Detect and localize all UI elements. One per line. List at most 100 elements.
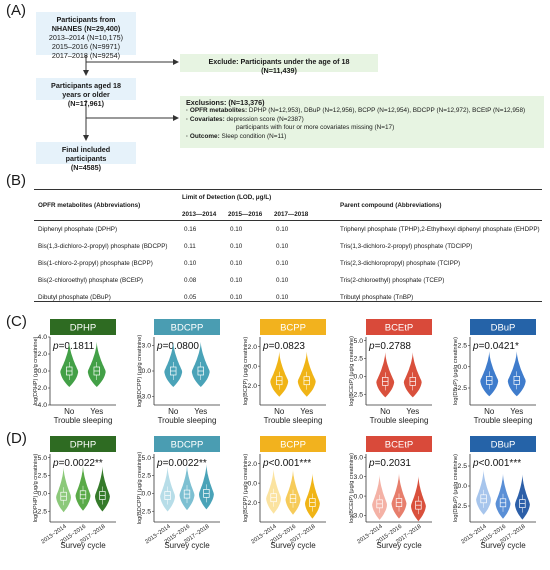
x-tick-label: Yes bbox=[406, 407, 419, 416]
table-cell-lod-2013: 0.16 bbox=[184, 226, 197, 233]
table-cell-lod-2015: 0.10 bbox=[230, 226, 243, 233]
flow-box-exclusions: Exclusions: (N=13,376) · OPFR metabolite… bbox=[180, 96, 544, 148]
table-cell-lod-2017: 0.10 bbox=[276, 294, 289, 301]
panel-d-label: (D) bbox=[6, 430, 27, 447]
table-cell-metabolite: Diphenyl phosphate (DPHP) bbox=[38, 226, 118, 233]
table-cell-lod-2015: 0.10 bbox=[230, 294, 243, 301]
y-axis-label: log(BCPP) (μg/g creatinine) bbox=[243, 454, 249, 523]
table-cell-lod-2013: 0.10 bbox=[184, 260, 197, 267]
y-tick-label: 0.0 bbox=[248, 363, 258, 370]
table-cell-lod-2017: 0.10 bbox=[276, 277, 289, 284]
table-cell-parent: Tris(2-chloroethyl) phosphate (TCEP) bbox=[340, 277, 445, 284]
p-value-dbup: p<0.001*** bbox=[472, 458, 521, 469]
adults-line1: Participants aged 18 years or older bbox=[51, 81, 121, 99]
x-axis-label: Trouble sleeping bbox=[264, 416, 323, 425]
y-tick-label: -3.0 bbox=[139, 394, 151, 401]
table-cell-metabolite: Bis(1-chloro-2-propyl) phosphate (BCPP) bbox=[38, 260, 153, 267]
adults-line2: (N=17,961) bbox=[67, 99, 105, 108]
p-value-bdcpp: p=0.0022** bbox=[156, 458, 207, 469]
table-bottom-rule bbox=[34, 301, 542, 303]
y-tick-label: -3.0 bbox=[351, 513, 363, 520]
y-tick-label: -2.0 bbox=[35, 385, 47, 392]
table-cell-parent: Tris(1,3-dichloro-2-propyl) phosphate (T… bbox=[340, 243, 473, 250]
x-tick-label: No bbox=[274, 407, 285, 416]
x-axis-label: Survey cycle bbox=[60, 541, 106, 550]
exclusions-opfr-text: DPHP (N=12,953), DBuP (N=12,956), BCPP (… bbox=[248, 107, 526, 115]
header-bar-bdcpp bbox=[154, 319, 220, 335]
table-cell-lod-2017: 0.10 bbox=[276, 243, 289, 250]
y-tick-label: 0.0 bbox=[354, 493, 364, 500]
flow-box-final: Final included participants (N=4585) bbox=[36, 142, 136, 172]
table-cell-lod-2015: 0.10 bbox=[230, 243, 243, 250]
table-cell-lod-2017: 0.10 bbox=[276, 260, 289, 267]
panel-b-label: (B) bbox=[6, 172, 26, 189]
table-cell-parent: Triphenyl phosphate (TPHP),2-Ethylhexyl … bbox=[340, 226, 540, 233]
y-tick-label: 6.0 bbox=[354, 454, 364, 461]
header-bar-dphp bbox=[50, 319, 116, 335]
header-bar-bcetp bbox=[366, 319, 432, 335]
x-tick-label: Yes bbox=[194, 407, 207, 416]
table-header-parent: Parent compound (Abbreviations) bbox=[340, 202, 442, 209]
y-tick-label: 0.0 bbox=[142, 491, 152, 498]
y-tick-label: 2.5 bbox=[458, 343, 468, 350]
header-label-bdcpp: BDCPP bbox=[171, 323, 204, 334]
p-value-dphp: p=0.0022** bbox=[52, 458, 103, 469]
y-tick-label: 0.0 bbox=[38, 368, 48, 375]
y-tick-label: -4.0 bbox=[35, 402, 47, 409]
header-label-bcpp: BCPP bbox=[280, 323, 306, 334]
panel-a-label: (A) bbox=[6, 2, 26, 19]
y-tick-label: 2.0 bbox=[38, 351, 48, 358]
p-value-dbup: p=0.0421* bbox=[472, 341, 519, 352]
flow-line: 2017–2018 (N=9254) bbox=[51, 51, 121, 60]
exclusions-cov-label: · Covariates: bbox=[186, 115, 225, 123]
y-tick-label: 2.5 bbox=[142, 473, 152, 480]
y-tick-label: 0.0 bbox=[38, 491, 48, 498]
table-cell-metabolite: Bis(2-chloroethyl) phosphate (BCEtP) bbox=[38, 277, 143, 284]
p-value-bcpp: p<0.001*** bbox=[262, 458, 311, 469]
exclusions-out-label: · Outcome: bbox=[186, 132, 220, 140]
header-label-bcetp: BCEtP bbox=[385, 323, 414, 334]
header-bar-bcpp bbox=[260, 319, 326, 335]
header-label-bcetp: BCEtP bbox=[385, 440, 414, 451]
x-axis-label: Trouble sleeping bbox=[54, 416, 113, 425]
header-bar-bcpp bbox=[260, 436, 326, 452]
y-tick-label: 5.0 bbox=[38, 455, 48, 462]
y-tick-label: 2.5 bbox=[458, 463, 468, 470]
table-cell-lod-2015: 0.10 bbox=[230, 260, 243, 267]
y-axis-label: log(BDCPP) (μg/g creatinine) bbox=[137, 452, 143, 525]
x-tick-label: Yes bbox=[510, 407, 523, 416]
table-cell-metabolite: Bis(1,3-dichloro-2-propyl) phosphate (BD… bbox=[38, 243, 168, 250]
y-tick-label: 3.0 bbox=[142, 343, 152, 350]
y-axis-label: log(BCEtP) (μg/g creatinine) bbox=[349, 453, 355, 523]
x-axis-label: Survey cycle bbox=[164, 541, 210, 550]
table-top-rule bbox=[34, 189, 542, 191]
p-value-bcetp: p=0.2788 bbox=[368, 341, 411, 352]
y-tick-label: 4.0 bbox=[38, 334, 48, 341]
x-axis-label: Trouble sleeping bbox=[370, 416, 429, 425]
p-value-bcpp: p=0.0823 bbox=[262, 341, 305, 352]
y-tick-label: -2.5 bbox=[139, 508, 151, 515]
p-value-dphp: p=0.1811 bbox=[52, 341, 95, 352]
table-header-rule bbox=[34, 220, 542, 221]
y-tick-label: 2.5 bbox=[354, 356, 364, 363]
x-tick-label: No bbox=[380, 407, 391, 416]
p-value-bdcpp: p=0.0800 bbox=[156, 341, 199, 352]
x-tick-label: No bbox=[168, 407, 179, 416]
flow-line: 2013–2014 (N=10,175) bbox=[48, 33, 124, 42]
exclude-age-line2: (N=11,439) bbox=[261, 66, 297, 75]
table-header-c1: 2013—2014 bbox=[182, 211, 217, 218]
y-tick-label: 0.0 bbox=[354, 374, 364, 381]
y-tick-label: 0.0 bbox=[248, 480, 258, 487]
x-axis-label: Survey cycle bbox=[270, 541, 316, 550]
flow-box-exclude-age: Exclude: Participants under the age of 1… bbox=[180, 54, 378, 75]
table-header-lod: Limit of Detection (LOD, μg/L) bbox=[182, 194, 272, 201]
y-tick-label: 0.0 bbox=[142, 368, 152, 375]
y-tick-label: 5.0 bbox=[354, 338, 364, 345]
table-header-metab: OPFR metabolites (Abbreviations) bbox=[38, 202, 141, 209]
y-tick-label: 0.0 bbox=[458, 364, 468, 371]
header-label-dbup: DBuP bbox=[491, 440, 516, 451]
table-cell-metabolite: Dibutyl phosphate (DBuP) bbox=[38, 294, 111, 301]
y-tick-label: 2.5 bbox=[38, 473, 48, 480]
table-cell-parent: Tributyl phosphate (TnBP) bbox=[340, 294, 414, 301]
